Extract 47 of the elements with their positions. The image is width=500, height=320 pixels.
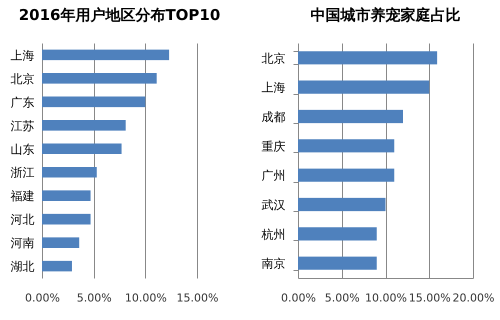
y-tick-label: 江苏 <box>10 118 34 133</box>
x-tick-label: 10.00% <box>124 292 167 304</box>
bar <box>42 120 126 131</box>
x-tick-label: 20.00% <box>452 292 494 304</box>
x-tick-label: 15.00% <box>176 292 218 304</box>
x-tick-label: 15.00% <box>408 292 451 304</box>
y-tick-label: 重庆 <box>262 139 286 154</box>
y-tick-label: 南京 <box>262 256 286 271</box>
y-tick-label: 广东 <box>10 95 34 110</box>
y-tick-label: 上海 <box>10 48 34 62</box>
y-tick-label: 山东 <box>10 142 34 156</box>
bar <box>42 260 72 272</box>
y-tick-label: 杭州 <box>260 227 286 242</box>
y-tick-label: 河北 <box>10 212 34 227</box>
bar <box>42 73 157 84</box>
y-tick-label: 成都 <box>262 110 286 124</box>
y-tick-label: 浙江 <box>10 166 34 180</box>
y-tick-label: 广州 <box>262 168 286 183</box>
x-tick-label: 5.00% <box>76 292 112 304</box>
bar <box>42 237 80 248</box>
bar <box>298 168 394 182</box>
bar <box>298 198 386 212</box>
bar <box>42 190 91 201</box>
y-tick-label: 武汉 <box>262 198 286 212</box>
chart-title: 中国城市养宠家庭占比 <box>310 6 460 24</box>
x-tick-label: 0.00% <box>25 292 60 304</box>
y-tick-label: 北京 <box>262 51 286 66</box>
y-tick-label: 上海 <box>262 80 286 95</box>
bar <box>298 110 403 124</box>
bar <box>42 214 91 224</box>
bar <box>298 51 438 64</box>
y-tick-label: 湖北 <box>10 260 34 274</box>
chart-title: 2016年用户地区分布TOP10 <box>18 6 220 24</box>
bar <box>42 143 122 154</box>
bar <box>298 139 394 152</box>
y-tick-label: 福建 <box>10 189 34 204</box>
bar <box>42 96 146 108</box>
bar <box>42 50 170 60</box>
y-tick-label: 河南 <box>10 236 34 250</box>
x-tick-label: 10.00% <box>365 292 407 304</box>
x-tick-label: 0.00% <box>281 292 316 304</box>
x-tick-label: 5.00% <box>324 292 360 304</box>
bar <box>298 227 377 240</box>
y-tick-label: 北京 <box>10 72 34 86</box>
bar <box>298 256 377 270</box>
bar <box>298 80 430 94</box>
bar <box>42 166 97 178</box>
